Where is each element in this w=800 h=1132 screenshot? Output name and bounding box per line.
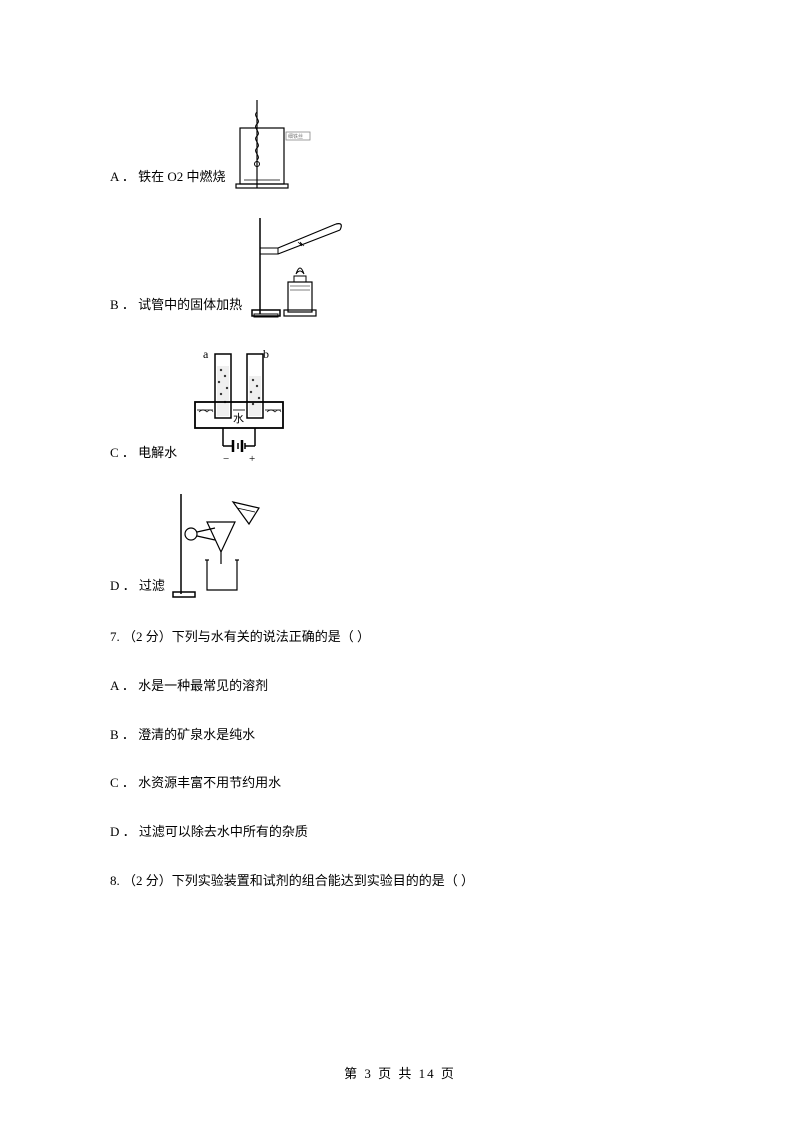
q7-option-a: A ． 水是一种最常见的溶剂 (110, 676, 690, 697)
option-a-label: A ． 铁在 O2 中燃烧 (110, 168, 226, 190)
option-d-row: D ． 过滤 (110, 494, 690, 599)
q7-option-b: B ． 澄清的矿泉水是纯水 (110, 725, 690, 746)
option-b-text: 试管中的固体加热 (138, 297, 242, 312)
option-b-row: B ． 试管中的固体加热 (110, 218, 690, 318)
svg-text:水: 水 (233, 412, 244, 425)
option-a-row: A ． 铁在 O2 中燃烧 细铁丝 (110, 100, 690, 190)
option-c-letter: C ． (110, 445, 135, 460)
option-a-letter: A ． (110, 169, 135, 184)
option-d-letter: D ． (110, 578, 136, 593)
q7-stem: 7. （2 分）下列与水有关的说法正确的是（ ） (110, 627, 690, 648)
option-c-text: 电解水 (138, 445, 177, 460)
diagram-electrolysis: a b 水 (183, 346, 313, 466)
q7-option-c: C ． 水资源丰富不用节约用水 (110, 773, 690, 794)
q7-option-d: D ． 过滤可以除去水中所有的杂质 (110, 822, 690, 843)
option-d-label: D ． 过滤 (110, 577, 165, 599)
svg-text:−: − (223, 453, 229, 465)
svg-text:+: + (249, 453, 255, 465)
option-b-letter: B ． (110, 297, 135, 312)
option-c-label: C ． 电解水 (110, 444, 177, 466)
option-c-row: C ． 电解水 a b 水 (110, 346, 690, 466)
option-d-text: 过滤 (139, 578, 165, 593)
option-b-label: B ． 试管中的固体加热 (110, 296, 242, 318)
svg-text:a: a (203, 347, 209, 361)
diagram-heating-solid (248, 218, 368, 318)
diagram-iron-burning: 细铁丝 (232, 100, 312, 190)
q8-stem: 8. （2 分）下列实验装置和试剂的组合能达到实验目的的是（ ） (110, 871, 690, 892)
page-footer: 第 3 页 共 14 页 (0, 1063, 800, 1082)
diagram-filtration (171, 494, 271, 599)
svg-text:b: b (263, 347, 269, 361)
option-a-text: 铁在 O2 中燃烧 (138, 169, 225, 184)
svg-text:细铁丝: 细铁丝 (288, 133, 303, 140)
